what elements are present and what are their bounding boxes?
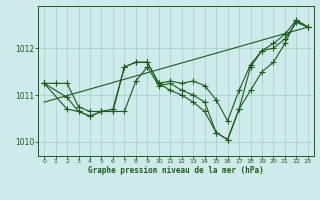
X-axis label: Graphe pression niveau de la mer (hPa): Graphe pression niveau de la mer (hPa) [88,166,264,175]
